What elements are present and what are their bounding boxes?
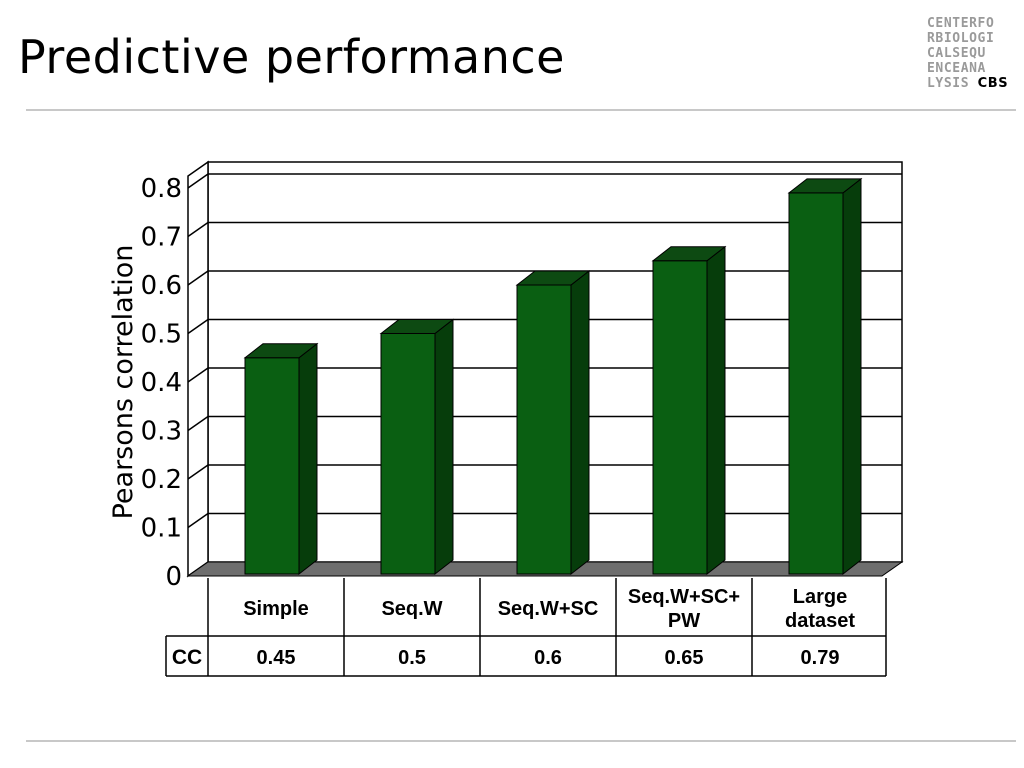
- x-category-label: Seq.W+SC+: [628, 586, 740, 608]
- table-row-label: CC: [172, 646, 202, 669]
- gridline-depth: [187, 318, 209, 335]
- table-value: 0.79: [801, 647, 840, 669]
- gridline-depth: [187, 270, 209, 286]
- bar-top: [651, 246, 727, 262]
- x-category-label: Seq.W: [381, 598, 442, 620]
- table-value: 0.45: [257, 647, 296, 669]
- x-category-label: Seq.W+SC: [498, 598, 599, 620]
- bar-top: [787, 178, 863, 194]
- y-tick-label: 0.6: [141, 271, 182, 301]
- bar: [788, 192, 844, 575]
- y-tick-label: 0.7: [141, 223, 182, 253]
- y-tick-label: 0.4: [141, 368, 182, 398]
- logo-line: CALSEQU: [927, 46, 986, 61]
- gridline-depth: [187, 221, 209, 238]
- gridline-depth: [187, 464, 209, 480]
- bar-top: [243, 343, 319, 359]
- bar-side: [706, 245, 726, 576]
- top-divider: [26, 109, 1016, 111]
- y-tick-label: 0.5: [141, 320, 182, 350]
- table-value: 0.65: [665, 647, 704, 669]
- bar-side: [298, 342, 318, 576]
- table-value: 0.5: [398, 647, 426, 669]
- x-category-label: Simple: [243, 598, 309, 620]
- y-axis-label: Pearsons correlation: [108, 245, 139, 520]
- bar: [244, 357, 300, 575]
- logo-line: RBIOLOGI: [927, 31, 995, 46]
- table-value: 0.6: [534, 647, 562, 669]
- y-tick-label: 0: [165, 562, 182, 592]
- y-tick-label: 0.8: [141, 174, 182, 204]
- bar: [652, 260, 708, 575]
- logo-line: ENCEANA: [927, 61, 986, 76]
- logo-line: LYSIS: [927, 76, 970, 91]
- bar-side: [842, 177, 862, 576]
- x-category-label: PW: [668, 610, 700, 632]
- gridline-depth: [187, 173, 209, 189]
- logo-mark: CBS: [977, 76, 1009, 91]
- x-category-label: dataset: [785, 610, 855, 632]
- gridline-depth: [187, 415, 209, 432]
- bar: [380, 333, 436, 575]
- bottom-divider: [26, 740, 1016, 742]
- logo-line: CENTERFO: [927, 16, 995, 31]
- x-category-label: Large: [793, 586, 847, 608]
- bar-side: [434, 318, 454, 576]
- bar-top: [379, 319, 455, 334]
- slide-title: Predictive performance: [18, 30, 565, 84]
- y-tick-label: 0.1: [141, 514, 182, 544]
- y-tick-label: 0.2: [141, 465, 182, 495]
- bar: [516, 284, 572, 575]
- gridline-depth: [187, 367, 209, 383]
- y-tick-label: 0.3: [141, 417, 182, 447]
- gridline-depth: [187, 512, 209, 529]
- bar-side: [570, 269, 590, 576]
- bar-chart: 0 0.1 0.2 0.3 0.4 0.5 0.6 0.7 0.8 Pearsons correl…: [108, 160, 904, 677]
- cbs-logo: CENTERFO RBIOLOGI CALSEQU ENCEANA LYSIS …: [927, 16, 1011, 91]
- bar-top: [515, 270, 591, 286]
